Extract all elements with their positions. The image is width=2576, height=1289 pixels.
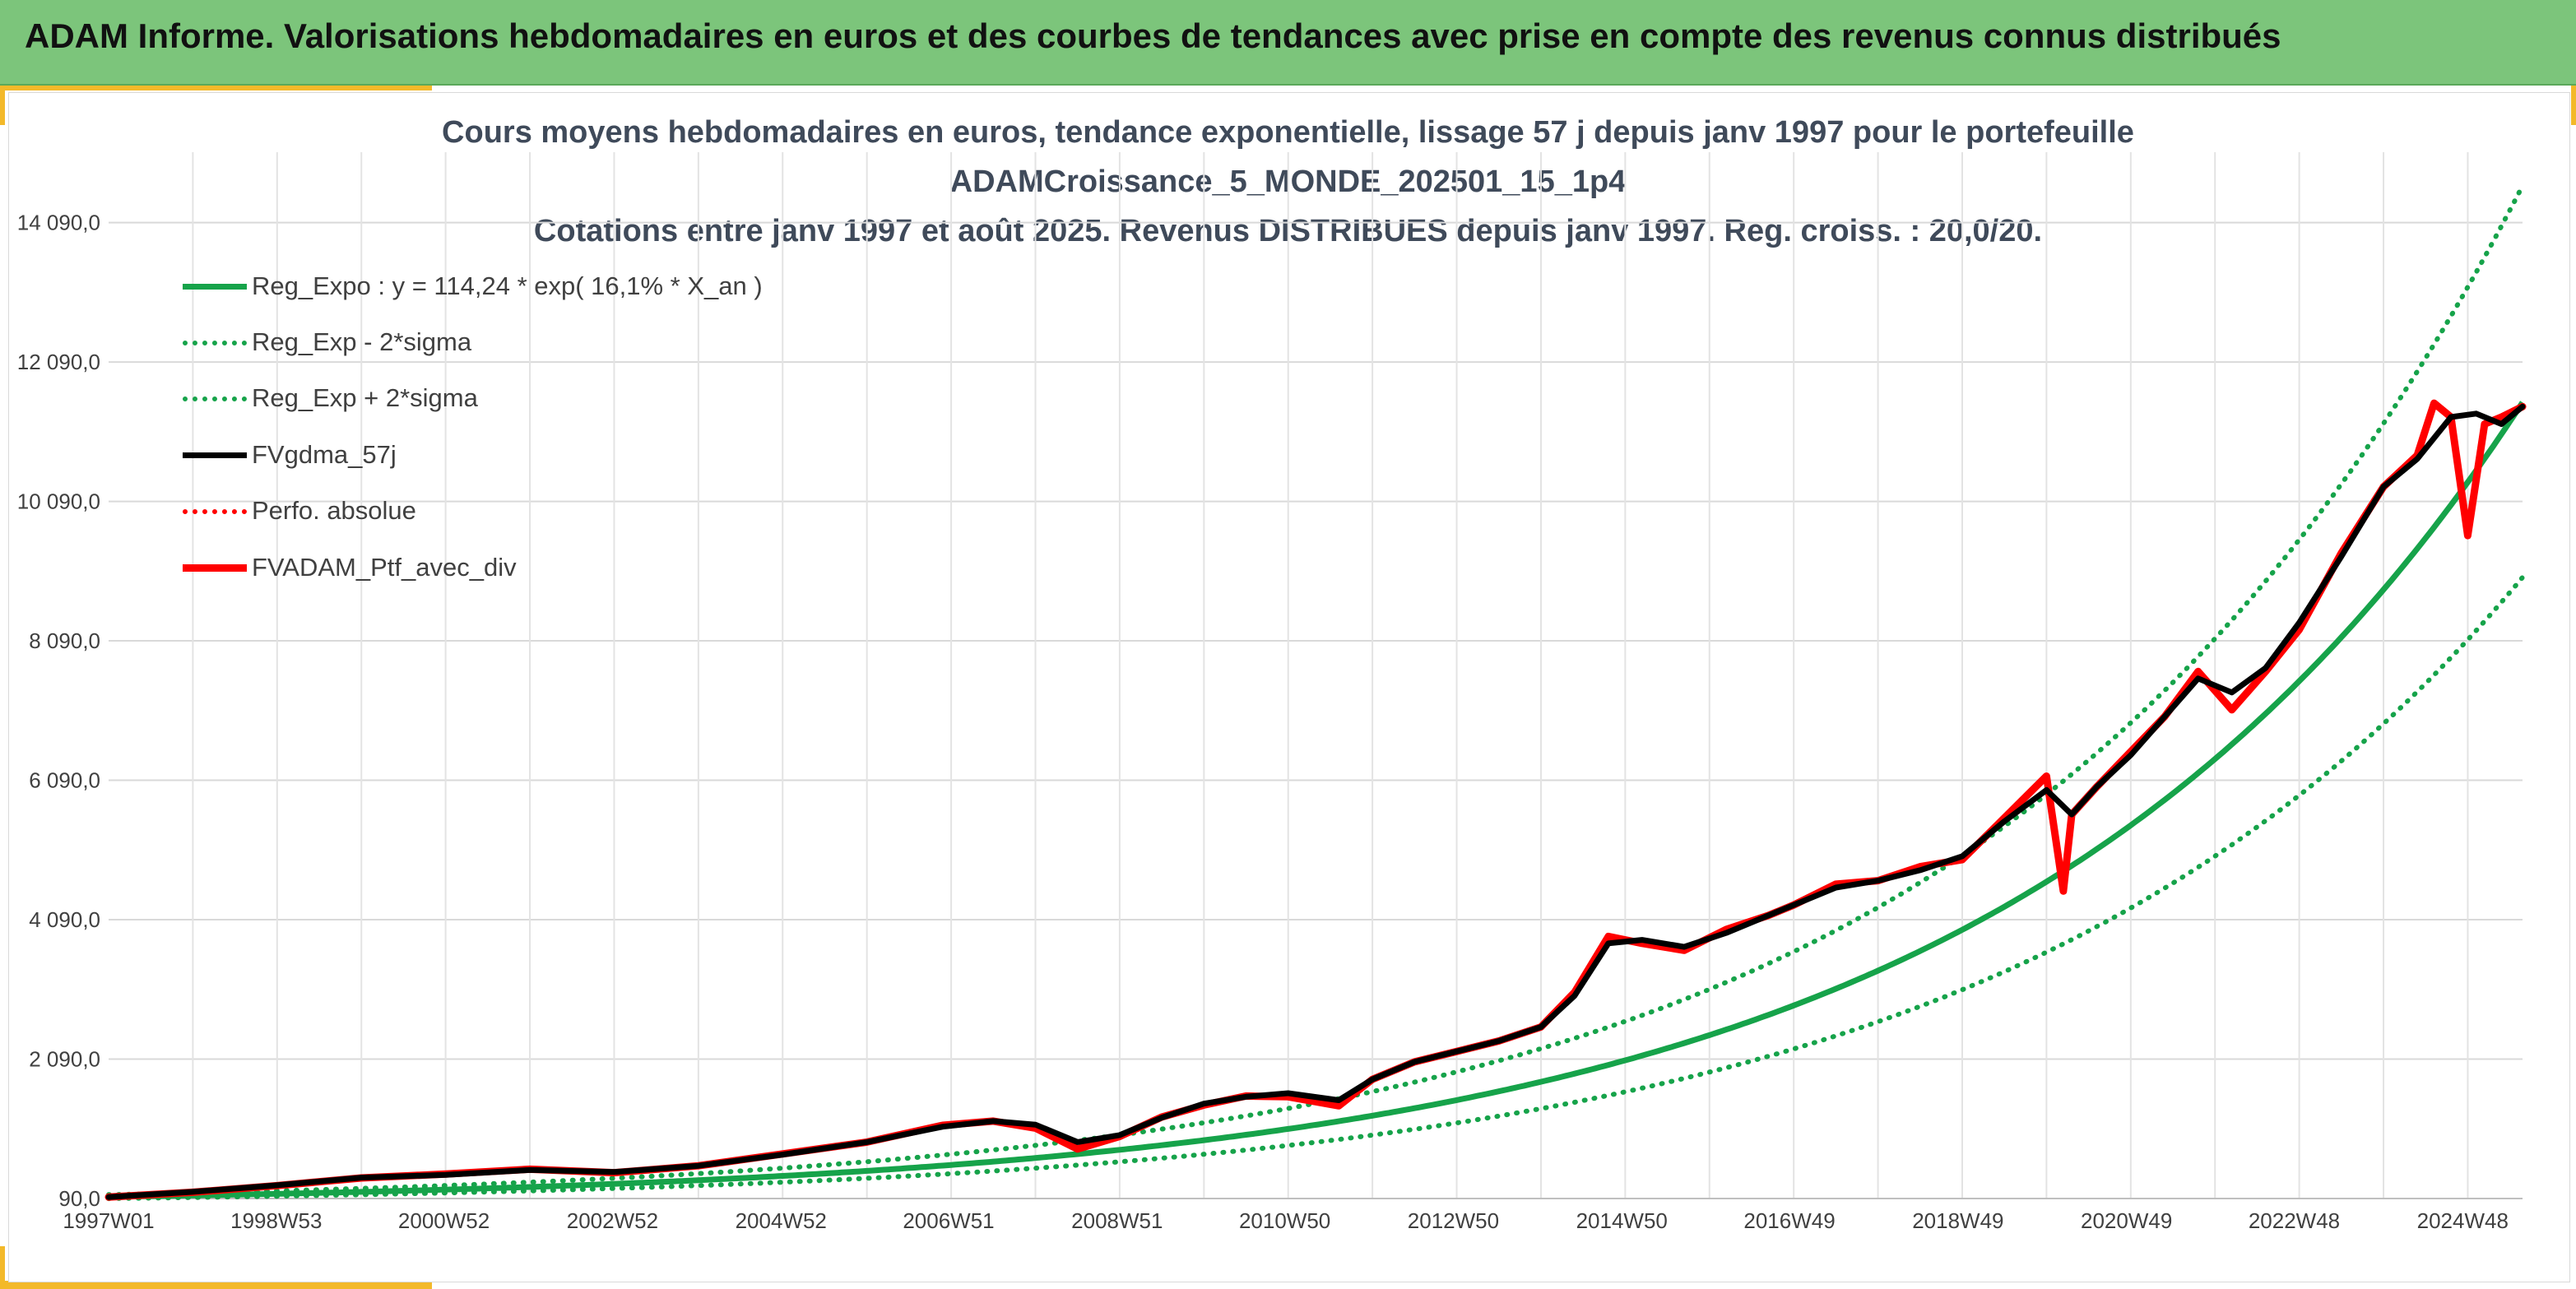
y-tick-label: 2 090,0	[29, 1047, 100, 1072]
y-tick-label: 10 090,0	[17, 489, 100, 514]
legend-swatch-perfo-absolue	[183, 509, 247, 514]
page-title: ADAM Informe. Valorisations hebdomadaire…	[25, 16, 2281, 55]
x-tick-label: 2000W52	[398, 1208, 490, 1233]
x-tick-label: 2014W50	[1576, 1208, 1668, 1233]
accent-bar-right	[2571, 86, 2576, 125]
chart-area	[8, 92, 2570, 1282]
grid	[109, 152, 2523, 1199]
x-tick-label: 2004W52	[736, 1208, 827, 1233]
x-axis-ticks: 1997W01 1998W53 2000W52 2002W52 2004W52 2006W…	[63, 1208, 2509, 1233]
legend-label-fvgdma: FVgdma_57j	[252, 440, 397, 469]
x-tick-label: 2024W48	[2417, 1208, 2509, 1233]
legend-swatch-fvadam	[183, 564, 247, 572]
legend-label-reg-exp-minus: Reg_Exp - 2*sigma	[252, 327, 472, 356]
x-tick-label: 2006W51	[903, 1208, 994, 1233]
x-tick-label: 1997W01	[63, 1208, 154, 1233]
header-banner: ADAM Informe. Valorisations hebdomadaire…	[0, 0, 2576, 86]
x-tick-label: 2016W49	[1743, 1208, 1835, 1233]
y-axis-ticks: 90,0 2 090,0 4 090,0 6 090,0 8 090,0 10 090,0…	[17, 211, 100, 1211]
y-tick-label: 14 090,0	[17, 211, 100, 235]
legend-swatch-reg-exp-minus	[183, 341, 247, 345]
x-tick-label: 2018W49	[1912, 1208, 2003, 1233]
x-tick-label: 1998W53	[230, 1208, 322, 1233]
legend-label-reg-expo: Reg_Expo : y = 114,24 * exp( 16,1% * X_a…	[252, 271, 763, 300]
y-tick-label: 8 090,0	[29, 628, 100, 653]
y-tick-label: 90,0	[58, 1186, 100, 1211]
series-reg-expo	[109, 401, 2525, 1200]
legend-swatch-reg-exp-plus	[183, 396, 247, 401]
x-tick-label: 2010W50	[1239, 1208, 1330, 1233]
x-tick-label: 2002W52	[567, 1208, 658, 1233]
series-fvgdma-57j	[105, 403, 2526, 1200]
series-reg-exp-minus-2sigma	[106, 574, 2525, 1202]
x-tick-label: 2012W50	[1408, 1208, 1499, 1233]
legend-label-fvadam: FVADAM_Ptf_avec_div	[252, 553, 517, 582]
legend-label-perfo-absolue: Perfo. absolue	[252, 496, 416, 525]
x-tick-label: 2022W48	[2249, 1208, 2340, 1233]
accent-bar-bottom-left-side	[0, 1246, 5, 1289]
y-tick-label: 12 090,0	[17, 350, 100, 374]
legend-label-reg-exp-plus: Reg_Exp + 2*sigma	[252, 383, 478, 412]
accent-bar-top-left	[0, 86, 432, 90]
accent-bar-bottom-left	[0, 1281, 432, 1289]
y-tick-label: 6 090,0	[29, 768, 100, 793]
legend-swatch-reg-expo	[183, 284, 247, 290]
x-tick-label: 2008W51	[1071, 1208, 1163, 1233]
chart-title-line-1: Cours moyens hebdomadaires en euros, ten…	[442, 115, 2134, 150]
accent-bar-left	[0, 86, 5, 125]
series	[104, 183, 2527, 1202]
series-reg-exp-plus-2sigma	[106, 183, 2525, 1198]
legend-swatch-fvgdma	[183, 452, 247, 458]
x-tick-label: 2020W49	[2081, 1208, 2172, 1233]
y-tick-label: 4 090,0	[29, 907, 100, 932]
